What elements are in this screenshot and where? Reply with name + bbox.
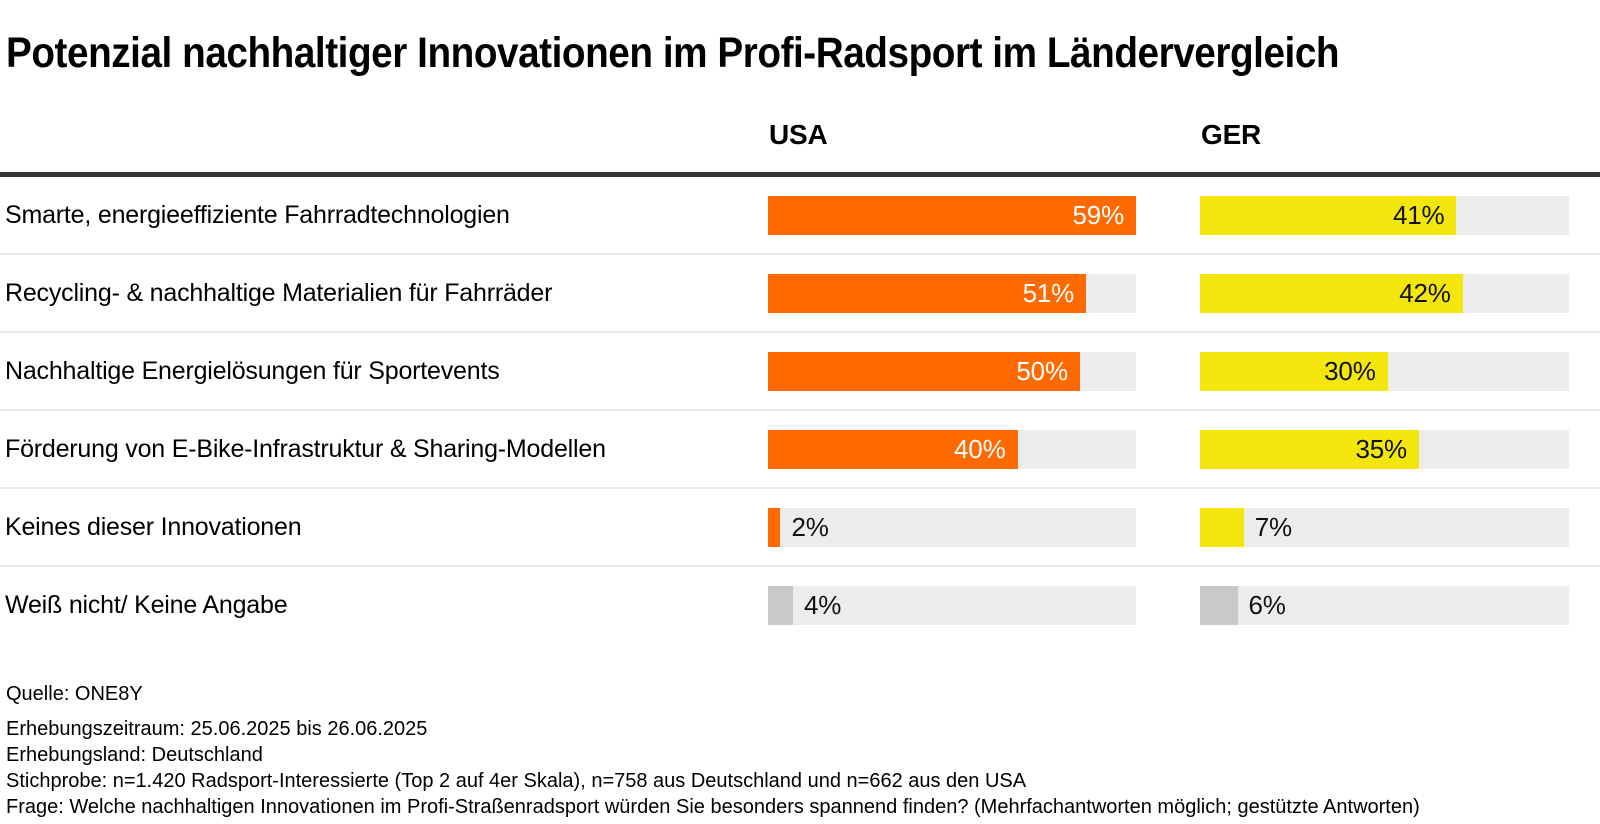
usa-bar: 59%	[768, 196, 1136, 235]
footer-meta-line: Erhebungszeitraum: 25.06.2025 bis 26.06.…	[6, 718, 428, 740]
ger-bar: 35%	[1200, 430, 1419, 469]
chart-row: Nachhaltige Energielösungen für Sporteve…	[0, 333, 1600, 411]
footer-meta-line: Stichprobe: n=1.420 Radsport-Interessier…	[6, 770, 1027, 792]
usa-bar-track: 2%	[768, 508, 1136, 547]
usa-bar: 51%	[768, 274, 1087, 313]
ger-bar-value: 42%	[1399, 278, 1451, 308]
chart-rows: Smarte, energieeffiziente Fahrradtechnol…	[0, 177, 1600, 645]
category-label: Recycling- & nachhaltige Materialien für…	[5, 278, 553, 307]
ger-bar-track: 42%	[1200, 274, 1569, 313]
footer-meta-line: Erhebungsland: Deutschland	[6, 744, 263, 766]
chart-row: Weiß nicht/ Keine Angabe 4% 6%	[0, 567, 1600, 645]
chart-row: Smarte, energieeffiziente Fahrradtechnol…	[0, 177, 1600, 255]
usa-bar-value: 50%	[1016, 356, 1068, 386]
ger-bar: 6%	[1200, 586, 1286, 625]
usa-bar-value: 51%	[1022, 278, 1075, 308]
page-title: Potenzial nachhaltiger Innovationen im P…	[6, 28, 1340, 77]
usa-bar-track: 40%	[768, 430, 1136, 469]
usa-bar: 50%	[768, 352, 1080, 391]
category-label: Keines dieser Innovationen	[5, 512, 302, 541]
ger-bar-value: 7%	[1254, 512, 1292, 542]
chart-row: Recycling- & nachhaltige Materialien für…	[0, 255, 1600, 333]
chart-row: Keines dieser Innovationen 2% 7%	[0, 489, 1600, 567]
footer-meta-block: Erhebungszeitraum: 25.06.2025 bis 26.06.…	[6, 716, 1420, 820]
usa-bar-value: 40%	[954, 434, 1006, 464]
category-label: Förderung von E-Bike-Infrastruktur & Sha…	[5, 434, 606, 463]
ger-bar-value: 41%	[1392, 200, 1445, 230]
usa-bar-value: 4%	[803, 590, 842, 620]
ger-bar-track: 41%	[1200, 196, 1569, 235]
column-header-ger: GER	[1201, 119, 1262, 150]
header-divider-line	[0, 172, 1600, 177]
usa-bar: 2%	[768, 508, 829, 547]
ger-bar: 42%	[1200, 274, 1463, 313]
ger-bar-track: 35%	[1200, 430, 1569, 469]
chart-row: Förderung von E-Bike-Infrastruktur & Sha…	[0, 411, 1600, 489]
usa-bar-value: 2%	[791, 512, 829, 542]
usa-bar-track: 50%	[768, 352, 1136, 391]
category-label: Smarte, energieeffiziente Fahrradtechnol…	[5, 200, 510, 229]
ger-bar: 41%	[1200, 196, 1457, 235]
footer-meta-line: Frage: Welche nachhaltigen Innovationen …	[6, 796, 1420, 818]
ger-bar-track: 30%	[1200, 352, 1569, 391]
category-label: Nachhaltige Energielösungen für Sporteve…	[5, 356, 500, 385]
column-header-usa: USA	[769, 119, 828, 150]
ger-bar-value: 6%	[1248, 590, 1286, 620]
usa-bar: 4%	[768, 586, 841, 625]
ger-bar-track: 7%	[1200, 508, 1569, 547]
ger-bar-value: 30%	[1324, 356, 1376, 386]
category-label: Weiß nicht/ Keine Angabe	[5, 590, 288, 619]
usa-bar-track: 51%	[768, 274, 1136, 313]
usa-bar: 40%	[768, 430, 1018, 469]
ger-bar-track: 6%	[1200, 586, 1569, 625]
usa-bar-track: 59%	[768, 196, 1136, 235]
ger-bar: 7%	[1200, 508, 1292, 547]
ger-bar-value: 35%	[1355, 434, 1407, 464]
usa-bar-value: 59%	[1072, 200, 1125, 230]
ger-bar: 30%	[1200, 352, 1388, 391]
source-text: Quelle: ONE8Y	[6, 683, 143, 705]
usa-bar-track: 4%	[768, 586, 1136, 625]
